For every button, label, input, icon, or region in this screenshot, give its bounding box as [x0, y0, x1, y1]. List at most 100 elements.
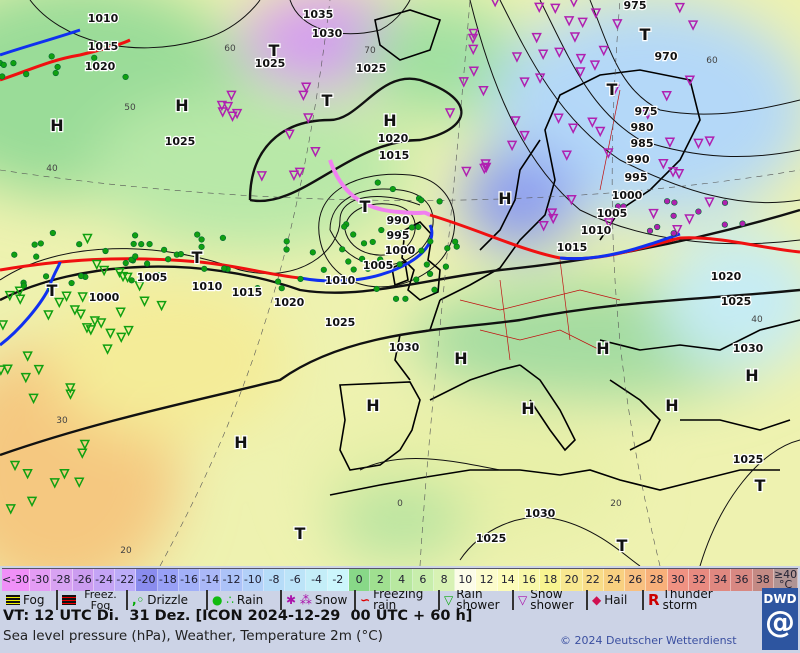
isobar-label: 1030 [389, 341, 420, 354]
cold-front [299, 224, 434, 283]
isobar-label: 1005 [597, 207, 628, 220]
rain-shower-symbol [91, 259, 102, 271]
isobar-label: 1000 [89, 291, 120, 304]
rain-symbol [418, 197, 425, 204]
isobar-label: 985 [631, 137, 654, 150]
low-pressure-center: T [269, 41, 280, 60]
rain-symbol [392, 295, 400, 302]
low-pressure-center: T [617, 536, 628, 555]
rain-symbol [695, 208, 702, 215]
rain-symbol [78, 272, 85, 280]
rain-symbol [664, 198, 671, 205]
snow-shower-symbol [458, 77, 469, 88]
rain-symbol [396, 261, 403, 268]
rain-shower-symbol [2, 364, 13, 375]
isobars [0, 0, 800, 566]
rain-symbol [132, 232, 139, 239]
rain-shower-symbol [98, 265, 110, 277]
scale-cell: 36 [731, 569, 753, 591]
snow-shower-symbol [609, 84, 620, 96]
isoline-label: 20 [120, 546, 132, 556]
rain-symbol [68, 279, 75, 287]
isobar-label: 1025 [255, 57, 286, 70]
rain-symbol [350, 231, 357, 238]
snow-shower-symbol [567, 123, 579, 134]
isobar-label: 1025 [733, 453, 764, 466]
scale-cell: 30 [667, 569, 689, 591]
scale-cell: 14 [497, 569, 519, 591]
scale-cell: 18 [540, 569, 562, 591]
snow-shower-symbol [478, 86, 489, 97]
snow-shower-symbol [587, 117, 598, 128]
isobar-label: 1025 [325, 316, 356, 329]
rain-symbol [49, 229, 56, 237]
scale-cell: 38 [752, 569, 774, 591]
snow-shower-symbol [546, 208, 558, 219]
scale-cell: -30 [30, 569, 52, 591]
rain-shower-icon: ▽ [444, 592, 454, 607]
low-pressure-center: T [607, 80, 618, 99]
copyright: © 2024 Deutscher Wetterdienst [560, 634, 737, 647]
cold-front [559, 232, 681, 261]
isobar-label: 1030 [733, 342, 764, 355]
snow-shower-symbol [664, 137, 676, 148]
high-pressure-center: H [50, 116, 63, 135]
rain-symbol [122, 73, 129, 81]
rain-symbol [144, 260, 151, 267]
snow-shower-symbol [480, 159, 491, 170]
dwd-logo: DWD @ [762, 588, 798, 650]
snow-shower-symbol [595, 126, 606, 138]
isoline-label: 40 [751, 315, 763, 325]
snow-shower-symbol [534, 2, 545, 14]
rain-symbol [670, 212, 677, 219]
isobar-label: 1020 [378, 132, 409, 145]
snow-shower-symbol [531, 32, 542, 44]
scale-cell: -24 [93, 569, 116, 591]
legend-freezing-rain: ∽ Freezing rain [356, 590, 440, 610]
snow-shower-symbol [444, 108, 456, 119]
temperature-color-scale: <-30 -30 -28 -26 -24 -22 -20 -18 -16 -14 -12 -10 -8-… [2, 568, 799, 591]
snow-shower-symbol [222, 101, 234, 113]
scale-cell: -8 [263, 569, 286, 591]
weather-map: 1010 1015 1020 1035 1030 1025 1025 1025 1020 1015… [0, 0, 800, 566]
scale-cell: -6 [285, 569, 307, 591]
scale-cell: -18 [157, 569, 179, 591]
snow-shower-symbol [461, 166, 472, 178]
snow-shower-symbol [538, 221, 549, 232]
snow-shower-symbol [216, 100, 228, 112]
freezing-rain-icon: ∽ [360, 592, 371, 607]
high-pressure-center: H [498, 189, 511, 208]
isoline-label: 60 [224, 44, 236, 54]
scale-cell: 34 [710, 569, 732, 591]
weather-legend: Fog Freez. Fog ,◦ Drizzle ● ∴ Rain ✱ ⁂ Snow… [2, 590, 760, 612]
isobar-label: 1005 [137, 271, 168, 284]
isobar-label: 995 [387, 229, 410, 242]
snow-shower-symbol [603, 148, 614, 159]
rain-shower-symbol [139, 296, 150, 307]
scale-cell: 26 [625, 569, 647, 591]
rain-symbol [198, 243, 205, 250]
snow-shower-symbol [684, 75, 696, 86]
legend-drizzle: ,◦ Drizzle [128, 590, 208, 610]
rain-shower-symbol [123, 325, 134, 337]
rain-symbol [278, 285, 285, 292]
snow-shower-symbol [467, 33, 479, 45]
snow-shower-symbol [570, 0, 578, 8]
rain-symbol [444, 245, 451, 252]
snow-shower-symbol [575, 53, 587, 65]
rain-symbol [397, 230, 404, 237]
rain-shower-symbol [89, 316, 101, 327]
snow-shower-symbol [534, 73, 546, 84]
snow-shower-symbol [480, 162, 492, 174]
rain-symbol [23, 71, 30, 78]
scale-cell: 12 [476, 569, 498, 591]
scale-cell: 2 [370, 569, 392, 591]
high-pressure-center: H [366, 396, 379, 415]
snow-shower-symbol [687, 20, 699, 31]
rain-symbol [309, 249, 316, 256]
snow-shower-symbol [510, 116, 521, 127]
isobar-label: 990 [387, 214, 410, 227]
rain-symbol [130, 240, 137, 248]
scale-cell: -26 [72, 569, 94, 591]
scale-cell: 16 [518, 569, 541, 591]
